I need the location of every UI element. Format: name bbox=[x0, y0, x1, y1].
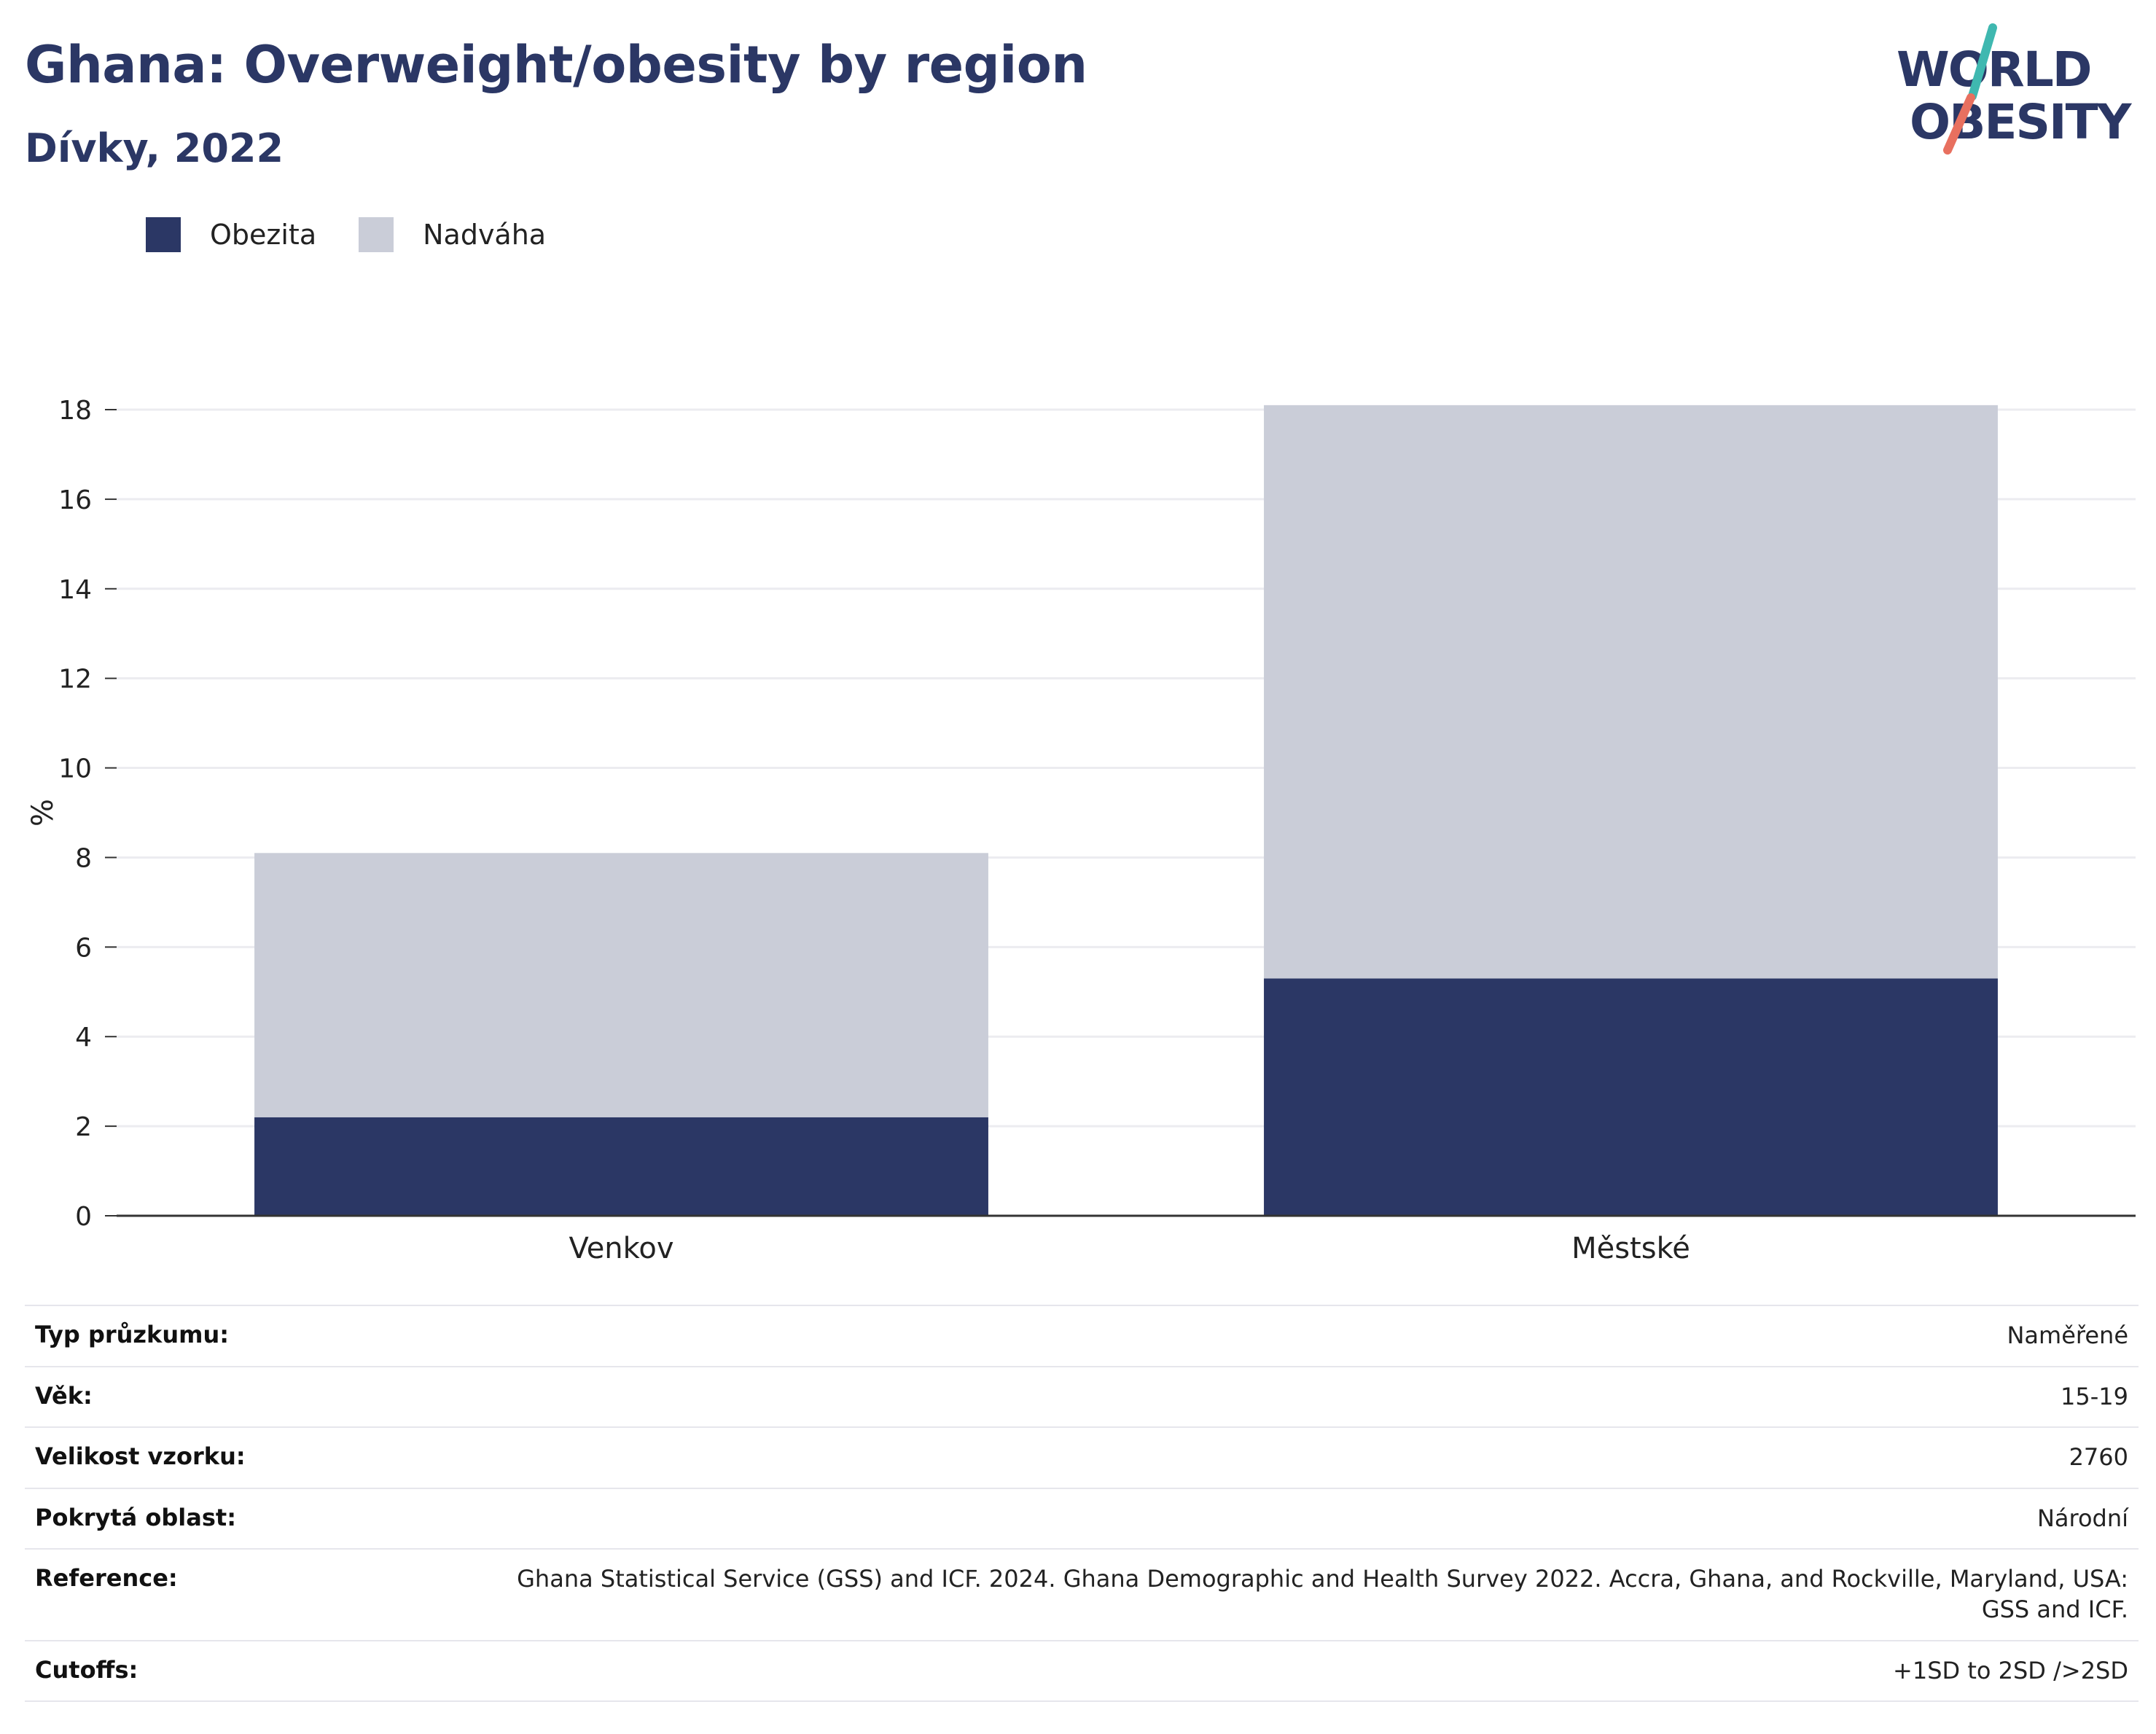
info-row: Typ průzkumu: Naměřené bbox=[25, 1305, 2139, 1367]
legend-swatch-obesity bbox=[146, 217, 181, 252]
y-tick-label: 16 bbox=[58, 485, 92, 515]
logo-slash-teal bbox=[1968, 23, 1997, 101]
legend-item-overweight[interactable]: Nadváha bbox=[359, 217, 546, 252]
logo-word-obesity: OBESITY bbox=[1910, 94, 2133, 150]
info-key: Velikost vzorku: bbox=[25, 1426, 483, 1488]
survey-info-table: Typ průzkumu: Naměřené Věk: 15-19 Velikost v… bbox=[25, 1305, 2139, 1703]
logo-word-world: WORLD bbox=[1897, 42, 2091, 98]
bar-segment-overweight[interactable] bbox=[1264, 405, 1998, 979]
info-key: Věk: bbox=[25, 1365, 483, 1428]
info-value: Naměřené bbox=[483, 1305, 2139, 1367]
legend-label-overweight: Nadváha bbox=[423, 219, 547, 251]
x-tick-label: Městské bbox=[1571, 1232, 1690, 1265]
y-tick-label: 10 bbox=[58, 754, 92, 784]
stacked-bar-chart: 0 2 4 6 8 10 12 14 16 18% Venkov Městské bbox=[26, 396, 2136, 1265]
legend-item-obesity[interactable]: Obezita bbox=[146, 217, 316, 252]
x-tick-label: Venkov bbox=[569, 1232, 673, 1265]
info-row: Věk: 15-19 bbox=[25, 1365, 2139, 1428]
bar-segment-obesity[interactable] bbox=[1264, 978, 1998, 1216]
info-value: 15-19 bbox=[483, 1365, 2139, 1428]
logo-slash-coral bbox=[1943, 93, 1975, 155]
legend-swatch-overweight bbox=[359, 217, 394, 252]
info-key: Typ průzkumu: bbox=[25, 1305, 483, 1367]
y-tick-label: 4 bbox=[75, 1023, 92, 1052]
info-key: Cutoffs: bbox=[25, 1639, 483, 1703]
info-key: Reference: bbox=[25, 1548, 483, 1641]
info-key: Pokrytá oblast: bbox=[25, 1487, 483, 1550]
y-axis-label: % bbox=[26, 799, 60, 827]
chart-title: Ghana: Overweight/obesity by region bbox=[25, 35, 1087, 95]
info-value: Ghana Statistical Service (GSS) and ICF.… bbox=[483, 1548, 2139, 1641]
y-tick-label: 14 bbox=[58, 575, 92, 605]
chart-subtitle: Dívky, 2022 bbox=[25, 125, 284, 171]
y-tick-label: 6 bbox=[75, 933, 92, 963]
info-value: Národní bbox=[483, 1487, 2139, 1550]
world-obesity-logo: WORLD OBESITY bbox=[1897, 23, 2134, 155]
y-tick-label: 12 bbox=[58, 665, 92, 695]
bar-segment-obesity[interactable] bbox=[254, 1117, 988, 1216]
y-tick-label: 2 bbox=[75, 1112, 92, 1142]
info-row: Cutoffs: +1SD to 2SD />2SD bbox=[25, 1639, 2139, 1703]
info-value: 2760 bbox=[483, 1426, 2139, 1488]
info-value: +1SD to 2SD />2SD bbox=[483, 1639, 2139, 1703]
y-tick-label: 18 bbox=[58, 396, 92, 426]
legend-label-obesity: Obezita bbox=[210, 219, 317, 251]
legend: Obezita Nadváha bbox=[146, 217, 588, 252]
info-row: Pokrytá oblast: Národní bbox=[25, 1487, 2139, 1550]
info-row: Reference: Ghana Statistical Service (GSS… bbox=[25, 1548, 2139, 1641]
bar-segment-overweight[interactable] bbox=[254, 853, 988, 1117]
y-tick-label: 8 bbox=[75, 843, 92, 873]
y-tick-label: 0 bbox=[75, 1202, 92, 1232]
info-row: Velikost vzorku: 2760 bbox=[25, 1426, 2139, 1488]
